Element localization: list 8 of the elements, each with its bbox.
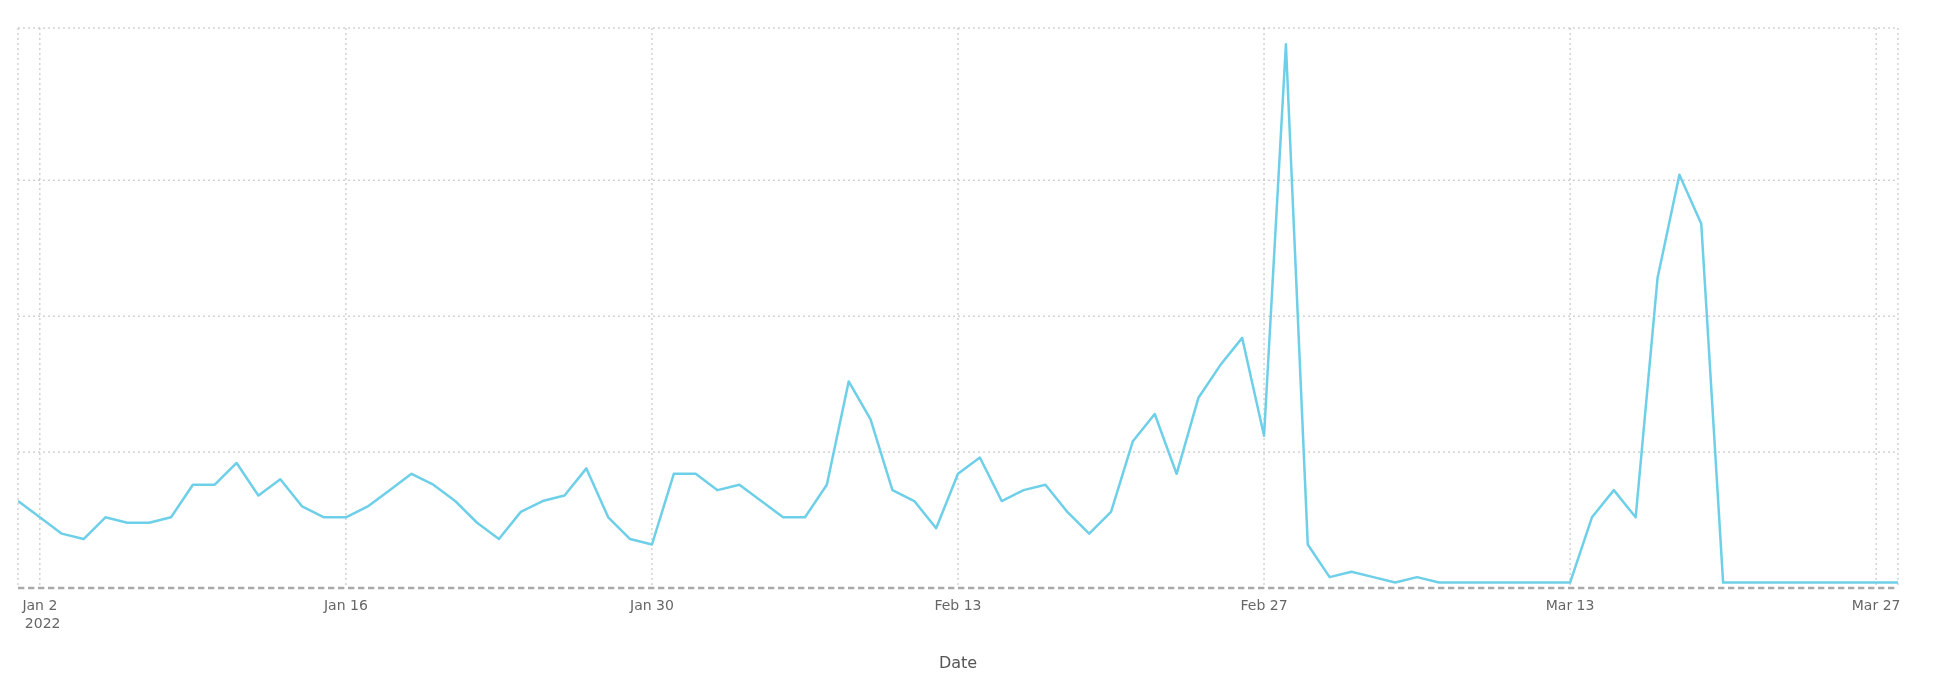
- x-tick-label: Feb 27: [1240, 597, 1288, 613]
- x-tick-label: Mar 13: [1545, 597, 1595, 613]
- x-tick-label: Mar 27: [1851, 597, 1901, 613]
- x-tick-label: Jan 16: [322, 597, 368, 613]
- x-tick-label: Feb 13: [934, 597, 982, 613]
- x-tick-label: Jan 30: [629, 597, 674, 613]
- x-axis-title: Date: [938, 653, 978, 672]
- x-tick-label: Jan 2 2022: [21, 597, 61, 631]
